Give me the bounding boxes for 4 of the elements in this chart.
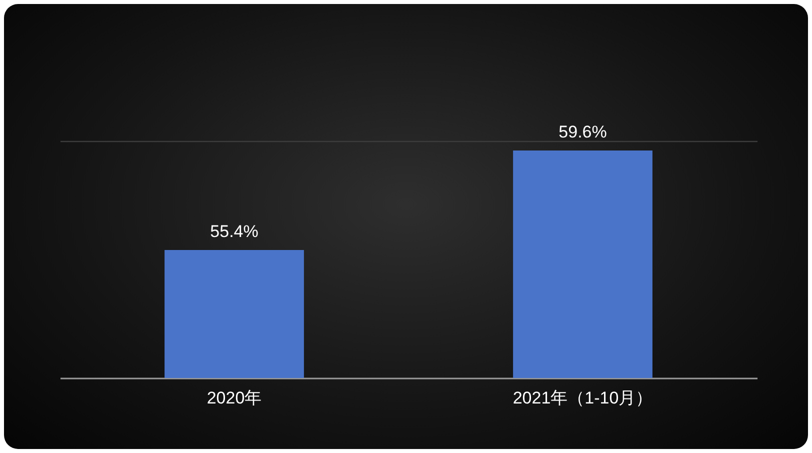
data-label: 59.6% <box>558 122 607 142</box>
data-label: 55.4% <box>210 222 258 242</box>
x-tick-label: 2021年（1-10月） <box>512 388 653 408</box>
x-tick-label: 2020年 <box>206 388 262 408</box>
